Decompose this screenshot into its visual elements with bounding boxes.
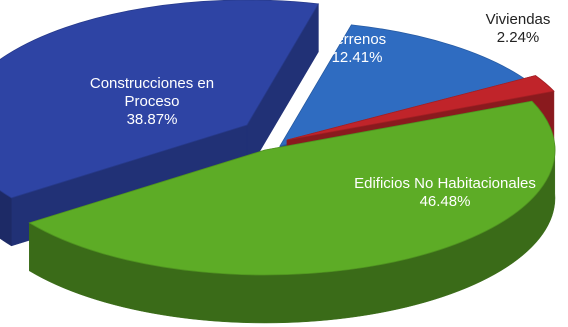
slice-label-edificios: Edificios No Habitacionales 46.48% (354, 175, 536, 210)
pie-slices (0, 0, 556, 324)
slice-label-terrenos: Terrenos 12.41% (328, 31, 386, 66)
slice-label-construcciones: Construcciones en Proceso 38.87% (90, 75, 214, 128)
slice-edificios (28, 100, 556, 324)
slice-label-viviendas: Viviendas 2.24% (486, 11, 551, 46)
slice-labels: Terrenos 12.41% Viviendas 2.24% Construccion… (90, 11, 551, 210)
